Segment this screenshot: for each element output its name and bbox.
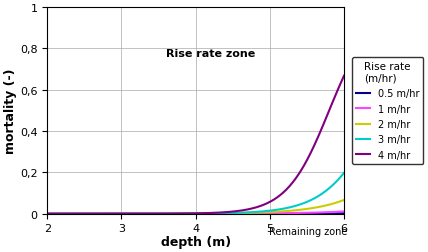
X-axis label: depth (m): depth (m) — [160, 235, 231, 248]
0.5 m/hr — [205, 212, 211, 215]
0.5 m/hr — [221, 212, 226, 215]
3 m/hr — [186, 212, 191, 215]
0.5 m/hr — [288, 212, 293, 215]
Legend: 0.5 m/hr, 1 m/hr, 2 m/hr, 3 m/hr, 4 m/hr: 0.5 m/hr, 1 m/hr, 2 m/hr, 3 m/hr, 4 m/hr — [352, 58, 423, 164]
4 m/hr — [45, 212, 50, 215]
2 m/hr — [45, 212, 50, 215]
0.5 m/hr — [187, 212, 193, 215]
3 m/hr — [205, 212, 211, 215]
4 m/hr — [187, 212, 193, 215]
1 m/hr — [334, 210, 339, 213]
0.5 m/hr — [45, 212, 50, 215]
3 m/hr — [221, 212, 226, 215]
3 m/hr — [288, 206, 293, 209]
1 m/hr — [288, 212, 293, 215]
Line: 2 m/hr: 2 m/hr — [47, 200, 344, 214]
4 m/hr — [342, 75, 347, 78]
1 m/hr — [221, 212, 226, 215]
2 m/hr — [342, 199, 347, 202]
1 m/hr — [45, 212, 50, 215]
4 m/hr — [186, 212, 191, 215]
Line: 1 m/hr: 1 m/hr — [47, 212, 344, 214]
Line: 3 m/hr: 3 m/hr — [47, 173, 344, 214]
1 m/hr — [186, 212, 191, 215]
2 m/hr — [187, 212, 193, 215]
Text: Remaining zone: Remaining zone — [269, 226, 348, 236]
2 m/hr — [221, 212, 226, 215]
Y-axis label: mortality (-): mortality (-) — [4, 69, 17, 153]
3 m/hr — [45, 212, 50, 215]
1 m/hr — [205, 212, 211, 215]
1 m/hr — [187, 212, 193, 215]
Line: 0.5 m/hr: 0.5 m/hr — [47, 213, 344, 214]
0.5 m/hr — [186, 212, 191, 215]
0.5 m/hr — [342, 212, 347, 215]
2 m/hr — [288, 209, 293, 212]
4 m/hr — [205, 212, 211, 215]
3 m/hr — [187, 212, 193, 215]
1 m/hr — [342, 210, 347, 213]
Line: 4 m/hr: 4 m/hr — [47, 76, 344, 214]
2 m/hr — [205, 212, 211, 215]
2 m/hr — [186, 212, 191, 215]
4 m/hr — [334, 91, 339, 94]
3 m/hr — [342, 172, 347, 175]
0.5 m/hr — [334, 212, 339, 215]
4 m/hr — [221, 211, 226, 214]
2 m/hr — [334, 201, 339, 204]
Text: Rise rate zone: Rise rate zone — [166, 48, 255, 58]
3 m/hr — [334, 180, 339, 183]
4 m/hr — [288, 184, 293, 187]
